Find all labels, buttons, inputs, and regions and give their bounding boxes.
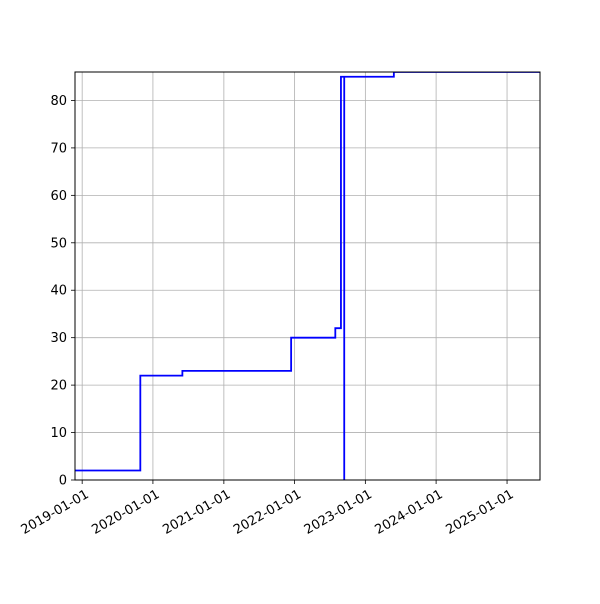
x-tick-label: 2024-01-01 — [373, 487, 446, 538]
plot-frame — [74, 71, 541, 481]
y-tick-label: 60 — [50, 189, 67, 204]
x-tick-label: 2022-01-01 — [231, 487, 304, 538]
x-tick-label: 2019-01-01 — [19, 487, 92, 538]
y-tick-label: 30 — [50, 331, 67, 346]
y-tick-label: 80 — [50, 94, 67, 109]
x-tick-label: 2023-01-01 — [302, 487, 375, 538]
y-tick-label: 10 — [50, 426, 67, 441]
y-tick-label: 20 — [50, 379, 67, 394]
x-tick-label: 2020-01-01 — [89, 487, 162, 538]
series-line — [75, 72, 540, 480]
y-tick-label: 40 — [50, 284, 67, 299]
x-tick-label: 2021-01-01 — [160, 487, 233, 538]
y-tick-label: 70 — [50, 141, 67, 156]
x-axis: 2019-01-012020-01-012021-01-012022-01-01… — [19, 480, 517, 538]
y-axis: 0 10 20 30 40 50 60 70 80 — [50, 94, 75, 489]
series-layer — [75, 72, 540, 480]
y-tick-label: 50 — [50, 236, 67, 251]
y-tick-label: 0 — [59, 474, 67, 489]
grid-layer — [75, 72, 540, 481]
x-tick-label: 2025-01-01 — [444, 487, 517, 538]
